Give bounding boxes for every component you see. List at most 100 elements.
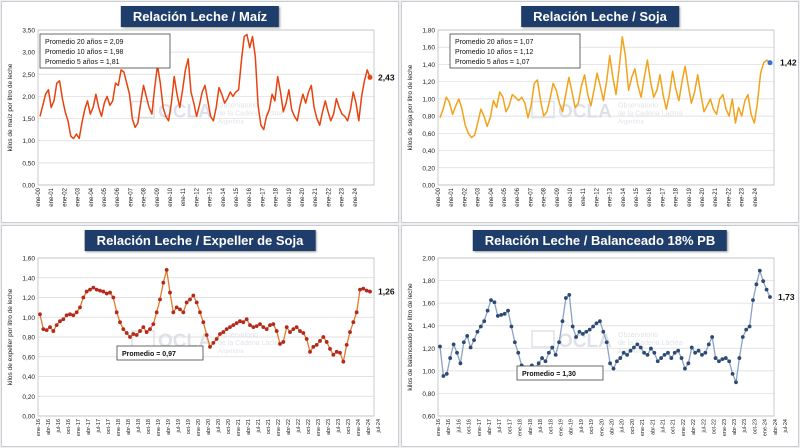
data-point xyxy=(251,325,256,330)
annotation-text: Promedio 5 años = 1,81 xyxy=(45,59,120,66)
data-point xyxy=(669,356,674,360)
x-tick-label: ene-14 xyxy=(221,187,227,206)
data-point xyxy=(557,340,561,345)
x-tick-label: jul-18 xyxy=(136,419,142,433)
x-tick-label: abr-24 xyxy=(366,419,372,435)
data-point xyxy=(258,322,262,327)
data-point xyxy=(348,330,352,334)
data-point xyxy=(713,356,718,360)
x-tick-label: jul-20 xyxy=(620,419,626,433)
x-tick-label: abr-24 xyxy=(773,419,779,435)
data-point xyxy=(38,312,42,317)
data-point xyxy=(138,329,142,333)
data-point xyxy=(48,325,52,330)
data-point xyxy=(191,293,196,298)
x-tick-label: oct-18 xyxy=(146,419,152,434)
y-tick-label: 1,00 xyxy=(22,138,35,145)
data-point xyxy=(438,344,442,349)
x-tick-label: ene-04 xyxy=(489,187,495,206)
data-point xyxy=(662,353,667,357)
data-point xyxy=(577,329,582,334)
data-point xyxy=(448,356,453,360)
y-tick-label: 0,00 xyxy=(22,183,35,190)
data-point xyxy=(188,297,192,302)
data-point xyxy=(168,290,172,295)
watermark-logo-icon xyxy=(531,100,555,119)
data-point xyxy=(78,305,82,310)
data-point xyxy=(492,300,497,305)
watermark-logo-icon xyxy=(131,330,155,348)
y-tick-label: 0,80 xyxy=(422,391,435,398)
data-point xyxy=(144,330,149,334)
annotation-box xyxy=(449,33,581,69)
data-point xyxy=(686,361,691,366)
data-point xyxy=(485,308,490,313)
data-point xyxy=(334,349,339,354)
data-point xyxy=(61,317,66,322)
y-tick-label: 1,00 xyxy=(22,315,35,322)
x-tick-label: ene-19 xyxy=(558,419,564,436)
data-point xyxy=(71,313,76,318)
data-point xyxy=(720,357,725,362)
watermark-line: Observatorio xyxy=(618,332,658,339)
annotation-text: Promedio 10 años = 1,12 xyxy=(455,49,534,56)
y-tick-label: 1,60 xyxy=(422,45,435,52)
data-point xyxy=(304,337,309,341)
data-point xyxy=(214,337,219,341)
data-point xyxy=(591,324,595,329)
data-point xyxy=(274,329,279,333)
x-tick-label: ene-24 xyxy=(753,187,759,206)
data-point xyxy=(553,353,558,357)
y-tick-label: 2,00 xyxy=(22,94,35,101)
annotation-text: Promedio = 1,30 xyxy=(522,371,576,378)
data-point xyxy=(567,292,572,297)
panel-soja: OCLA Observatorio de la Cadena Láctea Argen… xyxy=(401,1,799,223)
watermark-line: Argentina xyxy=(218,120,244,126)
x-tick-label: abr-21 xyxy=(650,419,656,435)
data-point xyxy=(141,325,146,330)
data-point xyxy=(161,280,166,285)
data-point xyxy=(51,329,56,333)
data-point xyxy=(700,353,704,357)
data-point xyxy=(278,342,282,346)
data-point xyxy=(131,332,136,336)
data-point xyxy=(584,329,589,334)
data-point xyxy=(111,295,116,300)
x-tick-label: abr-16 xyxy=(446,419,452,435)
data-point xyxy=(264,327,269,331)
x-tick-label: ene-18 xyxy=(674,187,680,206)
x-tick-label: ene-05 xyxy=(502,187,508,206)
x-tick-label: oct-22 xyxy=(712,419,718,434)
data-point xyxy=(506,308,510,313)
watermark-line: Observatorio xyxy=(218,332,258,339)
x-tick-label: jul-19 xyxy=(176,419,182,433)
data-point xyxy=(455,350,459,355)
x-tick-label: ene-19 xyxy=(687,187,693,206)
data-point xyxy=(164,267,169,272)
panel-expeller: OCLA Observatorio de la Cadena Láctea Argen… xyxy=(1,225,399,447)
data-point xyxy=(178,307,182,312)
x-tick-label: ene-07 xyxy=(528,187,534,206)
data-point xyxy=(560,319,565,324)
watermark-name: OCLA xyxy=(158,102,212,123)
annotation-text: Promedio = 0,97 xyxy=(122,351,176,358)
x-tick-label: abr-16 xyxy=(46,419,52,435)
y-tick-label: 2,00 xyxy=(422,256,435,263)
y-tick-label: 1,20 xyxy=(422,79,435,86)
x-tick-label: ene-16 xyxy=(647,187,653,206)
data-point xyxy=(318,339,322,343)
annotation-text: Promedio 20 años = 2,09 xyxy=(45,39,124,46)
data-point xyxy=(231,323,236,328)
data-point xyxy=(502,311,507,316)
x-tick-label: oct-21 xyxy=(671,419,677,434)
data-point xyxy=(652,350,657,355)
chart-title: Relación Leche / Expeller de Soja xyxy=(84,230,316,251)
series-line xyxy=(439,36,771,139)
y-tick-label: 0,20 xyxy=(22,394,35,401)
y-tick-label: 0,40 xyxy=(422,148,435,155)
x-tick-label: ene-23 xyxy=(316,419,322,436)
data-point xyxy=(696,348,701,353)
y-tick-label: 0,60 xyxy=(422,131,435,138)
